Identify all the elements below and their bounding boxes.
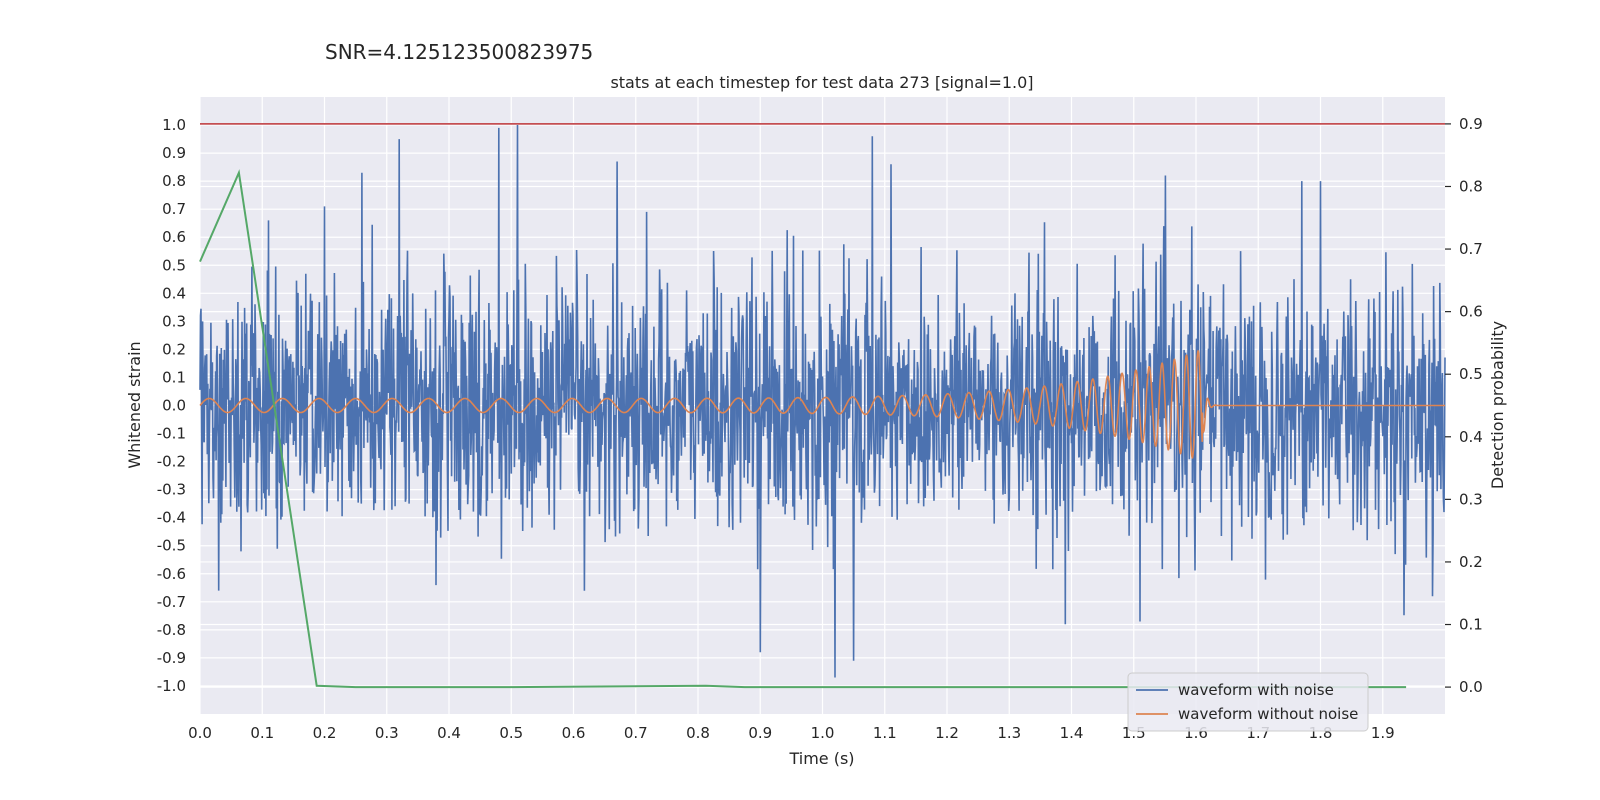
y-tick-label: -0.2 (157, 453, 186, 471)
plot-title: stats at each timestep for test data 273… (610, 73, 1033, 92)
y-tick-label: 0.7 (162, 200, 186, 218)
y-tick-label: -0.7 (157, 593, 186, 611)
y-axis-label: Whitened strain (125, 341, 144, 468)
y-tick-label: 0.3 (162, 312, 186, 330)
legend-box (1127, 672, 1369, 732)
y2-tick-label: 0.7 (1459, 240, 1483, 258)
y2-tick-label: 0.5 (1459, 365, 1483, 383)
y-tick-label: 0.9 (162, 144, 186, 162)
y-tick-label: 0.1 (162, 368, 186, 386)
y-tick-label: -0.4 (157, 509, 186, 527)
y-tick-label: -0.3 (157, 481, 186, 499)
y-tick-label: 0.2 (162, 340, 186, 358)
x-tick-label: 1.3 (997, 724, 1021, 742)
y-tick-label: -1.0 (157, 677, 186, 695)
y-tick-label: 0.6 (162, 228, 186, 246)
legend: waveform with noise waveform without nois… (1127, 672, 1369, 732)
y-tick-label: -0.9 (157, 649, 186, 667)
x-tick-label: 0.0 (188, 724, 212, 742)
x-tick-label: 1.2 (935, 724, 959, 742)
legend-entry-label: waveform without noise (1178, 705, 1358, 723)
legend-entry-label: waveform with noise (1178, 681, 1334, 699)
y2-tick-label: 0.3 (1459, 490, 1483, 508)
y2-tick-label: 0.4 (1459, 428, 1483, 446)
x-tick-label: 0.4 (437, 724, 461, 742)
x-tick-label: 0.1 (250, 724, 274, 742)
y-tick-label: 0.5 (162, 256, 186, 274)
x-tick-label: 1.4 (1060, 724, 1084, 742)
x-tick-label: 0.6 (562, 724, 586, 742)
x-tick-label: 1.0 (811, 724, 835, 742)
series-layer (199, 123, 1446, 689)
x-tick-label: 0.3 (375, 724, 399, 742)
y2-tick-label: 0.6 (1459, 303, 1483, 321)
x-tick-label: 0.2 (313, 724, 337, 742)
series-line-without-noise (199, 349, 1445, 459)
y-tick-label: -0.5 (157, 537, 186, 555)
y2-tick-label: 0.1 (1459, 616, 1483, 634)
x-tick-label: 1.1 (873, 724, 897, 742)
figure-suptitle: SNR=4.125123500823975 (325, 40, 594, 64)
y2-tick-label: 0.0 (1459, 678, 1483, 696)
x-tick-label: 1.9 (1371, 724, 1395, 742)
y-tick-label: -0.6 (157, 565, 186, 583)
y-tick-label: -0.1 (157, 425, 186, 443)
y2-tick-label: 0.9 (1459, 115, 1483, 133)
x-tick-label: 0.8 (686, 724, 710, 742)
y-tick-label: 1.0 (162, 116, 186, 134)
y2-tick-label: 0.8 (1459, 177, 1483, 195)
y2-axis-label: Detection probability (1488, 321, 1507, 489)
tick-labels: 0.0 0.1 0.2 0.3 0.4 0.5 0.6 0.7 0.8 0.9 1.0 1.1 1.2 1… (157, 115, 1483, 742)
x-tick-label: 0.5 (499, 724, 523, 742)
y-tick-label: -0.8 (157, 621, 186, 639)
x-axis-label: Time (s) (788, 749, 854, 768)
y2-tick-label: 0.2 (1459, 553, 1483, 571)
y-tick-label: 0.4 (162, 284, 186, 302)
y-tick-label: 0.8 (162, 172, 186, 190)
x-tick-label: 0.9 (748, 724, 772, 742)
series-line-with-noise (199, 124, 1446, 678)
y-tick-label: 0.0 (162, 397, 186, 415)
x-tick-label: 0.7 (624, 724, 648, 742)
detection-probability-line (199, 169, 1407, 689)
